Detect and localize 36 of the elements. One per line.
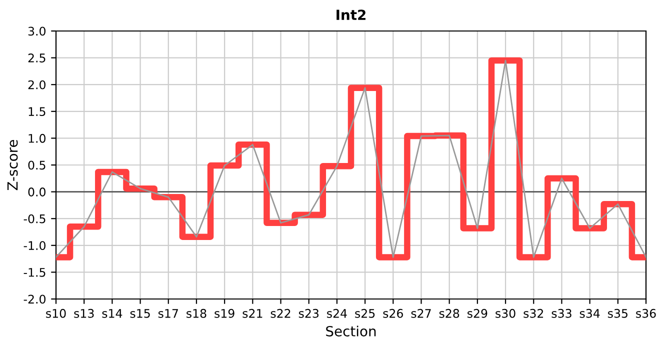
x-axis-title: Section bbox=[326, 326, 376, 336]
x-tick-label: s23 bbox=[298, 308, 318, 318]
y-tick-label: 1.0 bbox=[28, 134, 46, 143]
x-tick-label: s30 bbox=[496, 308, 516, 318]
x-tick-label: s29 bbox=[467, 308, 488, 318]
y-tick-label: 3.0 bbox=[28, 26, 46, 36]
x-tick-label: s22 bbox=[270, 308, 290, 318]
y-tick-label: 0.5 bbox=[28, 160, 46, 170]
x-tick-label: s17 bbox=[158, 309, 178, 318]
y-axis-title: Z-score bbox=[7, 140, 18, 190]
y-tick-label: -1.0 bbox=[24, 241, 46, 250]
y-tick-label: 2.5 bbox=[28, 54, 46, 62]
x-tick-label: s26 bbox=[383, 308, 403, 318]
x-tick-label: s15 bbox=[130, 309, 150, 318]
y-tick-label: -1.5 bbox=[24, 268, 46, 277]
x-tick-label: s19 bbox=[214, 308, 234, 318]
x-tick-label: s13 bbox=[74, 308, 94, 318]
x-tick-label: s18 bbox=[186, 308, 206, 318]
x-tick-label: s35 bbox=[608, 308, 628, 318]
y-tick-label: 0.0 bbox=[28, 188, 46, 196]
x-tick-label: s14 bbox=[102, 309, 122, 318]
x-tick-label: s27 bbox=[411, 308, 431, 318]
x-tick-label: s36 bbox=[636, 308, 656, 318]
x-tick-label: s28 bbox=[439, 308, 460, 318]
x-tick-label: s33 bbox=[552, 308, 572, 318]
x-tick-label: s25 bbox=[355, 308, 375, 318]
y-tick-label: 1.5 bbox=[28, 107, 46, 116]
y-tick-label: 2.0 bbox=[28, 80, 46, 90]
y-tick-label: -2.0 bbox=[24, 294, 46, 304]
x-tick-label: s21 bbox=[242, 308, 262, 318]
x-tick-label: s10 bbox=[46, 308, 66, 318]
x-tick-label: s32 bbox=[524, 308, 544, 318]
chart-title: Int2 bbox=[336, 10, 366, 20]
x-tick-label: s34 bbox=[580, 308, 600, 318]
y-tick-label: -0.5 bbox=[24, 214, 46, 224]
x-tick-label: s24 bbox=[327, 308, 347, 318]
